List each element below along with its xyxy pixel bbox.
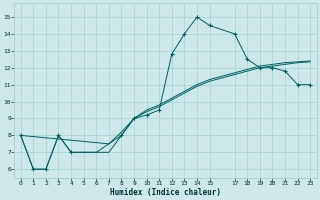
X-axis label: Humidex (Indice chaleur): Humidex (Indice chaleur) — [110, 188, 221, 197]
